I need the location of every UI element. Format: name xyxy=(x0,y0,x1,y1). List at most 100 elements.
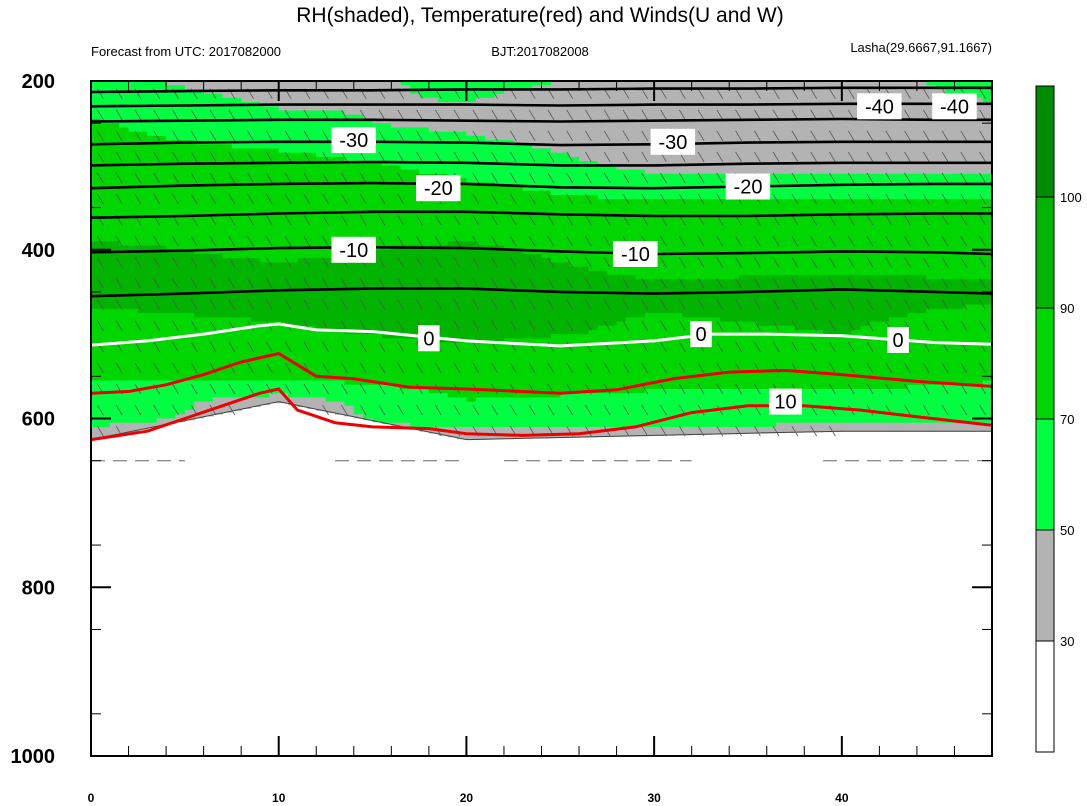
rh-cell xyxy=(231,148,242,154)
rh-cell xyxy=(654,203,665,209)
rh-cell xyxy=(335,123,346,129)
rh-cell xyxy=(625,414,636,420)
rh-cell xyxy=(400,317,411,323)
rh-cell xyxy=(381,241,392,247)
rh-cell xyxy=(353,296,364,301)
rh-cell xyxy=(175,355,186,361)
rh-cell xyxy=(513,422,524,428)
rh-cell xyxy=(372,275,383,280)
rh-cell xyxy=(363,123,374,129)
rh-cell xyxy=(579,173,590,179)
rh-cell xyxy=(550,296,561,301)
rh-cell xyxy=(419,317,430,323)
rh-cell xyxy=(269,325,280,331)
rh-cell xyxy=(353,338,364,344)
rh-cell xyxy=(353,380,364,386)
rh-cell xyxy=(269,144,280,150)
rh-cell xyxy=(475,97,486,103)
rh-cell xyxy=(428,224,439,230)
rh-cell xyxy=(625,182,636,188)
rh-cell xyxy=(466,308,477,314)
rh-cell xyxy=(494,418,505,424)
rh-cell xyxy=(447,270,458,276)
rh-cell xyxy=(635,131,646,137)
rh-cell xyxy=(532,228,543,234)
rh-cell xyxy=(137,388,148,394)
rh-cell xyxy=(644,283,655,289)
rh-cell xyxy=(607,152,618,158)
rh-cell xyxy=(231,178,242,183)
rh-cell xyxy=(560,110,571,116)
rh-cell xyxy=(550,123,561,129)
rh-cell xyxy=(278,148,289,154)
rh-cell xyxy=(100,393,111,399)
rh-cell xyxy=(353,351,364,356)
rh-cell xyxy=(400,106,411,112)
rh-cell xyxy=(616,287,627,293)
rh-cell xyxy=(213,241,223,247)
rh-cell xyxy=(269,156,280,162)
rh-cell xyxy=(288,97,299,103)
rh-cell xyxy=(372,367,383,373)
rh-cell xyxy=(91,110,101,116)
rh-cell xyxy=(213,253,223,259)
rh-cell xyxy=(400,325,411,331)
rh-cell xyxy=(335,194,346,200)
rh-cell xyxy=(391,410,402,415)
rh-cell xyxy=(166,216,177,221)
rh-cell xyxy=(231,359,242,365)
rh-cell xyxy=(616,182,627,188)
rh-cell xyxy=(137,414,148,420)
rh-cell xyxy=(335,190,346,196)
rh-cell xyxy=(475,376,486,382)
rh-cell xyxy=(457,367,468,373)
rh-cell xyxy=(119,237,130,242)
rh-cell xyxy=(522,127,533,133)
rh-cell xyxy=(147,418,158,424)
rh-cell xyxy=(203,85,214,91)
rh-cell xyxy=(466,249,477,255)
rh-cell xyxy=(588,426,599,432)
rh-cell xyxy=(532,321,543,327)
rh-cell xyxy=(250,262,261,268)
rh-cell xyxy=(175,342,186,348)
rh-cell xyxy=(325,351,336,356)
rh-cell xyxy=(100,351,111,356)
rh-cell xyxy=(91,426,101,432)
rh-cell xyxy=(419,401,430,407)
rh-cell xyxy=(588,372,599,377)
rh-cell xyxy=(522,367,533,373)
rh-cell xyxy=(635,89,646,95)
rh-cell xyxy=(203,249,214,255)
rh-cell xyxy=(222,156,233,162)
rh-cell xyxy=(391,342,402,348)
rh-cell xyxy=(156,367,167,373)
rh-cell xyxy=(109,220,120,226)
rh-cell xyxy=(532,270,543,276)
rh-cell xyxy=(532,325,543,331)
rh-cell xyxy=(503,376,514,382)
rh-cell xyxy=(635,376,646,382)
rh-cell xyxy=(485,372,496,377)
rh-cell xyxy=(475,367,486,373)
rh-cell xyxy=(447,346,458,352)
rh-cell xyxy=(503,279,514,285)
rh-cell xyxy=(100,237,111,242)
rh-cell xyxy=(400,410,411,415)
rh-cell xyxy=(194,308,205,314)
rh-cell xyxy=(400,329,411,335)
rh-cell xyxy=(400,401,411,407)
rh-cell xyxy=(466,393,477,399)
rh-cell xyxy=(644,161,655,166)
rh-cell xyxy=(428,93,439,99)
rh-cell xyxy=(147,173,158,179)
rh-cell xyxy=(588,207,599,213)
rh-cell xyxy=(119,241,130,247)
rh-cell xyxy=(475,258,486,264)
rh-cell xyxy=(447,89,458,95)
rh-cell xyxy=(175,367,186,373)
rh-cell xyxy=(363,199,374,204)
rh-cell xyxy=(654,169,665,175)
rh-cell xyxy=(297,190,308,196)
rh-cell xyxy=(579,283,590,289)
